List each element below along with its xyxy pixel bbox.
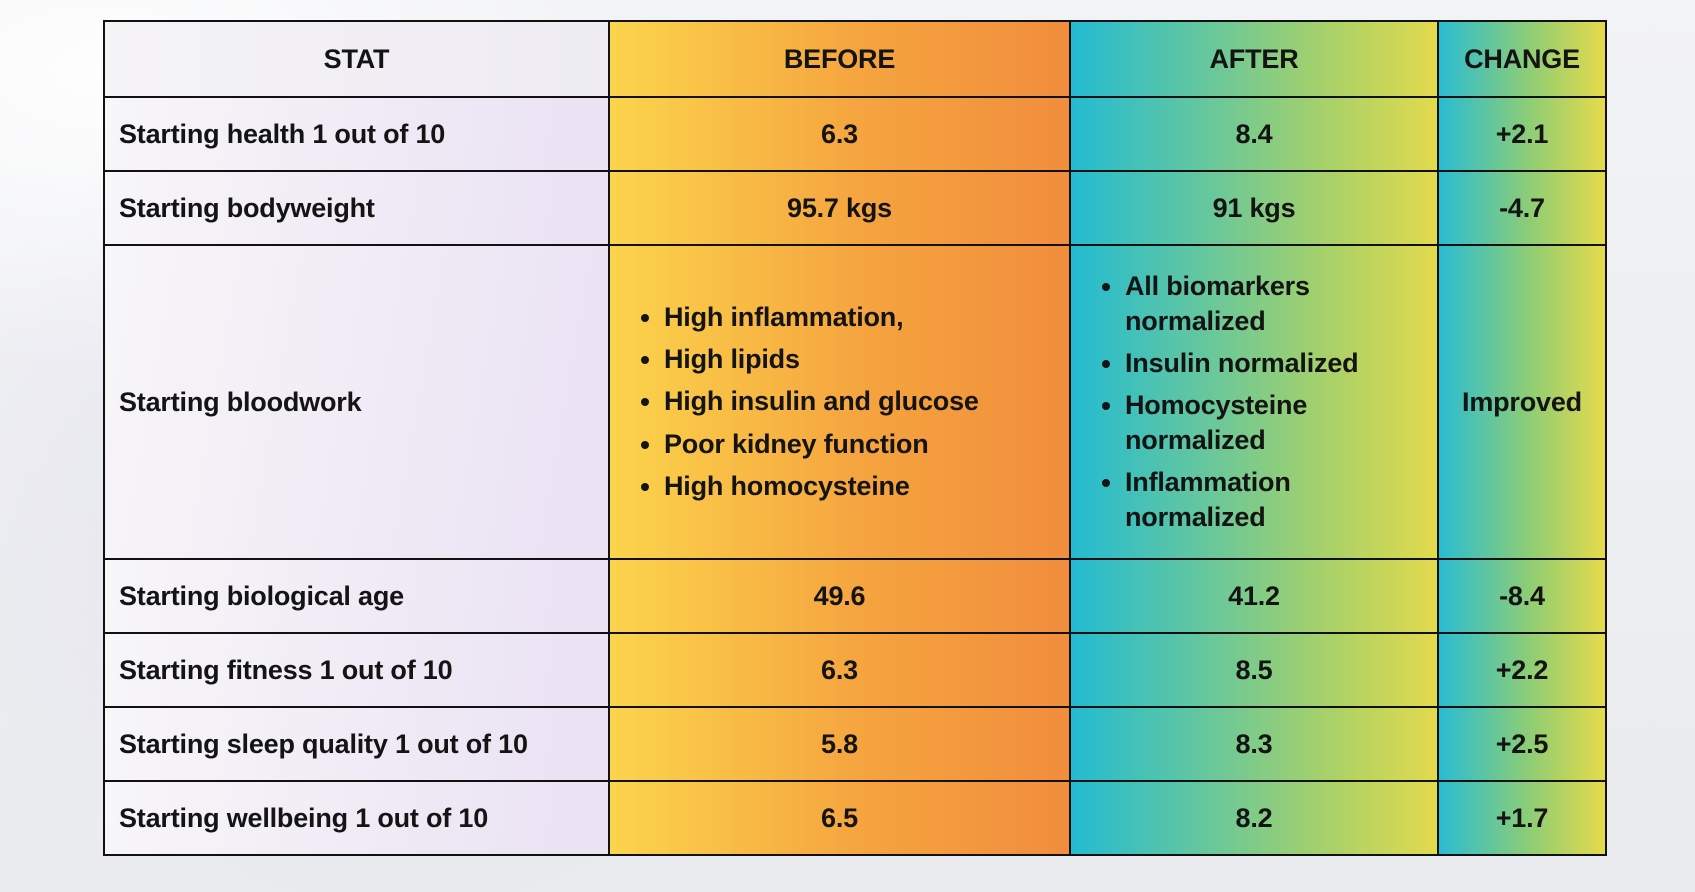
after-cell: 8.5 xyxy=(1069,632,1439,708)
after-cell: 8.2 xyxy=(1069,780,1439,856)
before-cell: 6.5 xyxy=(608,780,1071,856)
table-row-bloodwork: Starting bloodwork High inflammation, Hi… xyxy=(103,244,1607,560)
before-cell: 95.7 kgs xyxy=(608,170,1071,246)
change-cell: -8.4 xyxy=(1437,558,1607,634)
after-bullet-list: All biomarkers normalized Insulin normal… xyxy=(1081,269,1427,536)
bullet-item: High homocysteine xyxy=(664,469,1059,504)
bullet-item: Homocysteine normalized xyxy=(1125,388,1427,458)
change-cell: +2.2 xyxy=(1437,632,1607,708)
header-stat: STAT xyxy=(103,20,610,98)
change-cell: +2.5 xyxy=(1437,706,1607,782)
before-cell: 6.3 xyxy=(608,96,1071,172)
change-cell: +1.7 xyxy=(1437,780,1607,856)
stat-cell: Starting fitness 1 out of 10 xyxy=(103,632,610,708)
before-cell: 6.3 xyxy=(608,632,1071,708)
change-cell: +2.1 xyxy=(1437,96,1607,172)
stat-cell: Starting biological age xyxy=(103,558,610,634)
stat-cell: Starting bodyweight xyxy=(103,170,610,246)
header-after: AFTER xyxy=(1069,20,1439,98)
bullet-item: Poor kidney function xyxy=(664,427,1059,462)
after-cell: 8.3 xyxy=(1069,706,1439,782)
stat-cell: Starting health 1 out of 10 xyxy=(103,96,610,172)
table-row: Starting wellbeing 1 out of 10 6.5 8.2 +… xyxy=(103,780,1607,856)
table-row: Starting bodyweight 95.7 kgs 91 kgs -4.7 xyxy=(103,170,1607,246)
before-cell: High inflammation, High lipids High insu… xyxy=(608,244,1071,560)
bullet-item: Insulin normalized xyxy=(1125,346,1427,381)
after-cell: 91 kgs xyxy=(1069,170,1439,246)
table-row: Starting sleep quality 1 out of 10 5.8 8… xyxy=(103,706,1607,782)
after-cell: All biomarkers normalized Insulin normal… xyxy=(1069,244,1439,560)
after-cell: 41.2 xyxy=(1069,558,1439,634)
stat-cell: Starting sleep quality 1 out of 10 xyxy=(103,706,610,782)
bullet-item: High insulin and glucose xyxy=(664,384,1059,419)
change-cell: -4.7 xyxy=(1437,170,1607,246)
bullet-item: All biomarkers normalized xyxy=(1125,269,1427,339)
stat-cell: Starting bloodwork xyxy=(103,244,610,560)
table-row: Starting biological age 49.6 41.2 -8.4 xyxy=(103,558,1607,634)
bullet-item: High lipids xyxy=(664,342,1059,377)
before-cell: 49.6 xyxy=(608,558,1071,634)
change-cell: Improved xyxy=(1437,244,1607,560)
before-cell: 5.8 xyxy=(608,706,1071,782)
bullet-item: Inflammation normalized xyxy=(1125,465,1427,535)
before-bullet-list: High inflammation, High lipids High insu… xyxy=(620,300,1059,503)
stats-table: STAT BEFORE AFTER CHANGE Starting health… xyxy=(103,20,1607,856)
stat-cell: Starting wellbeing 1 out of 10 xyxy=(103,780,610,856)
header-before: BEFORE xyxy=(608,20,1071,98)
header-row: STAT BEFORE AFTER CHANGE xyxy=(103,20,1607,98)
after-cell: 8.4 xyxy=(1069,96,1439,172)
table-row: Starting health 1 out of 10 6.3 8.4 +2.1 xyxy=(103,96,1607,172)
header-change: CHANGE xyxy=(1437,20,1607,98)
table-row: Starting fitness 1 out of 10 6.3 8.5 +2.… xyxy=(103,632,1607,708)
bullet-item: High inflammation, xyxy=(664,300,1059,335)
